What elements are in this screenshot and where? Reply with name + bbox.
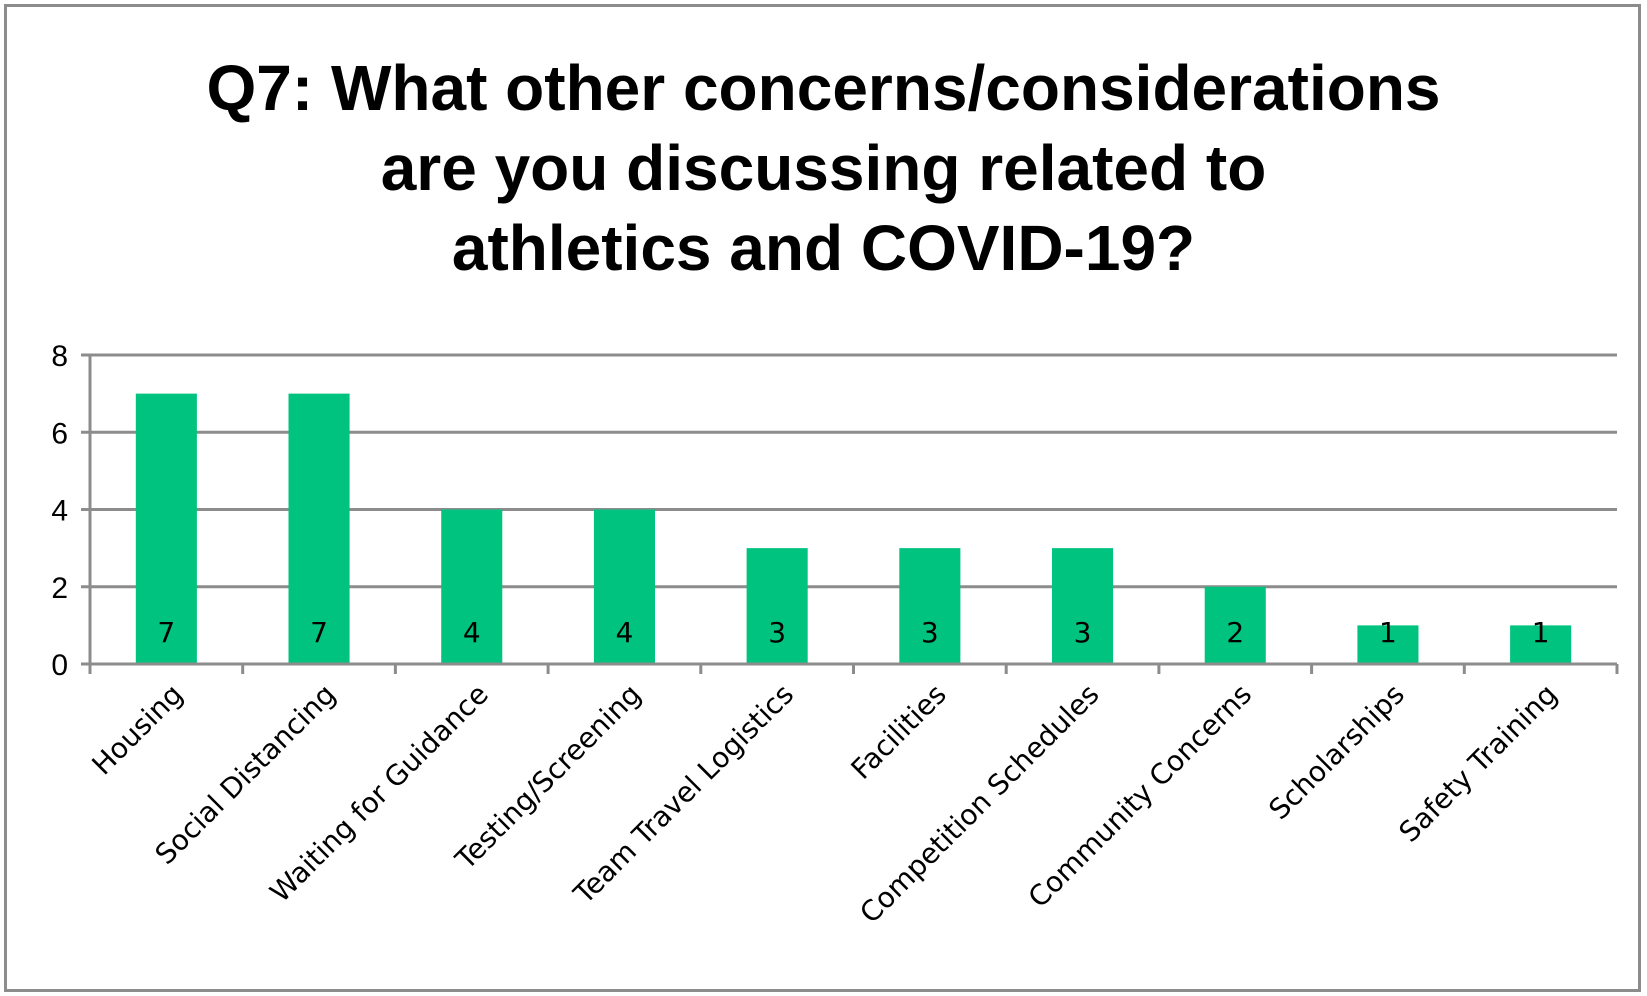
- data-label: 4: [463, 616, 481, 649]
- category-label: Safety Training: [1393, 678, 1564, 849]
- bar-2: [441, 509, 503, 664]
- data-label: 3: [768, 616, 786, 649]
- data-label: 4: [616, 616, 634, 649]
- chart-frame: [4, 4, 1641, 992]
- data-label: 7: [157, 616, 175, 649]
- bar-5: [899, 548, 961, 664]
- y-tick-label: 2: [51, 572, 68, 605]
- axes: [81, 353, 1619, 674]
- bar-6: [1052, 548, 1114, 664]
- bar-8: [1357, 625, 1419, 664]
- category-label: Scholarships: [1262, 678, 1410, 826]
- bar-3: [593, 509, 655, 664]
- bar-7: [1204, 586, 1266, 664]
- category-label: Facilities: [845, 678, 953, 786]
- data-label: 3: [1074, 616, 1092, 649]
- y-tick-label: 4: [51, 495, 68, 528]
- bar-0: [135, 393, 197, 664]
- y-tick-label: 0: [51, 649, 68, 682]
- y-tick-label: 6: [51, 417, 68, 450]
- category-label: Housing: [85, 678, 189, 782]
- data-label: 3: [921, 616, 939, 649]
- data-label: 1: [1379, 616, 1397, 649]
- data-label: 2: [1226, 616, 1244, 649]
- bar-4: [746, 548, 808, 664]
- data-label: 7: [310, 616, 328, 649]
- bars: [135, 393, 1572, 664]
- y-tick-label: 8: [51, 340, 68, 373]
- bar-9: [1510, 625, 1572, 664]
- bar-1: [288, 393, 350, 664]
- data-label: 1: [1532, 616, 1550, 649]
- chart-title: Q7: What other concerns/considerations a…: [206, 52, 1441, 284]
